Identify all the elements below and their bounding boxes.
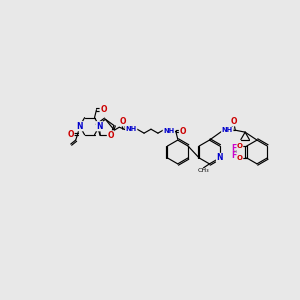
Text: x: x xyxy=(234,149,237,154)
Text: O: O xyxy=(68,130,74,139)
Text: O: O xyxy=(100,105,107,114)
Text: N: N xyxy=(76,122,83,131)
Text: F: F xyxy=(231,143,236,152)
Text: CH₃: CH₃ xyxy=(198,168,209,173)
Text: N: N xyxy=(96,122,103,131)
Text: O: O xyxy=(237,155,243,161)
Text: O: O xyxy=(231,117,238,126)
Text: NH: NH xyxy=(163,128,174,134)
Text: NH: NH xyxy=(222,127,233,133)
Text: N: N xyxy=(217,153,223,162)
Text: O: O xyxy=(120,117,127,126)
Text: O: O xyxy=(179,127,186,136)
Text: NH: NH xyxy=(126,126,137,132)
Text: O: O xyxy=(237,143,243,149)
Text: O: O xyxy=(107,131,114,140)
Text: F: F xyxy=(231,152,236,160)
